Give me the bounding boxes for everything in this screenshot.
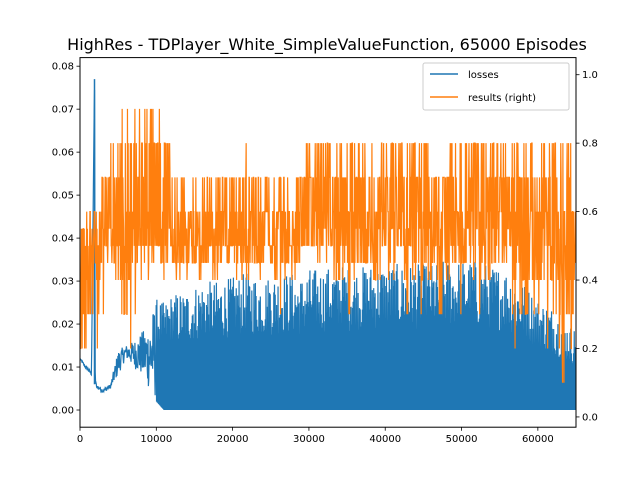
plot-area xyxy=(80,79,576,411)
y-tick-label-left: 0.08 xyxy=(52,62,74,73)
y-tick-label-right: 0.8 xyxy=(582,139,598,150)
series-group xyxy=(80,79,576,411)
y-tick-label-right: 0.0 xyxy=(582,412,598,423)
x-tick-label: 30000 xyxy=(293,434,325,445)
y-axis-left: 0.00 0.01 0.02 0.03 0.04 0.05 0.06 0.07 0.08 xyxy=(52,62,80,417)
y-tick-label-right: 1.0 xyxy=(582,70,598,81)
y-tick-label-right: 0.4 xyxy=(582,276,598,287)
x-axis: 0 10000 20000 30000 40000 50000 60000 xyxy=(77,427,554,445)
x-tick-label: 20000 xyxy=(217,434,249,445)
legend: losses results (right) xyxy=(422,62,570,111)
y-tick-label-left: 0.07 xyxy=(52,105,74,116)
x-tick-label: 40000 xyxy=(369,434,401,445)
series-line-results xyxy=(80,108,576,383)
y-tick-label-right: 0.2 xyxy=(582,344,598,355)
x-tick-label: 10000 xyxy=(140,434,172,445)
legend-box xyxy=(422,62,570,111)
y-tick-label-left: 0.02 xyxy=(52,320,74,331)
plot-frame xyxy=(79,57,577,428)
series-line-losses xyxy=(80,89,576,411)
x-tick-label: 50000 xyxy=(446,434,478,445)
y-tick-label-left: 0.00 xyxy=(52,406,74,417)
legend-label-results: results (right) xyxy=(468,93,536,104)
x-tick-label: 0 xyxy=(77,434,83,445)
y-tick-label-left: 0.05 xyxy=(52,191,74,202)
y-tick-label-left: 0.01 xyxy=(52,363,74,374)
axes xyxy=(79,57,577,428)
y-tick-label-left: 0.06 xyxy=(52,148,74,159)
y-tick-label-left: 0.04 xyxy=(52,234,74,245)
chart-title: HighRes - TDPlayer_White_SimpleValueFunc… xyxy=(67,35,587,55)
y-axis-right: 0.0 0.2 0.4 0.6 0.8 1.0 xyxy=(576,70,598,423)
legend-label-losses: losses xyxy=(468,70,499,81)
y-tick-label-right: 0.6 xyxy=(582,207,598,218)
y-tick-label-left: 0.03 xyxy=(52,277,74,288)
x-tick-label: 60000 xyxy=(522,434,554,445)
